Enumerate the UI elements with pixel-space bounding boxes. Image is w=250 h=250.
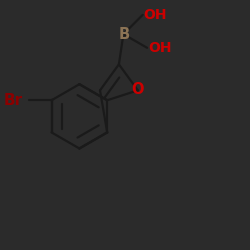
Text: OH: OH	[148, 41, 172, 55]
Text: O: O	[132, 82, 144, 96]
Text: OH: OH	[144, 8, 167, 22]
Text: B: B	[119, 27, 130, 42]
Text: Br: Br	[4, 93, 23, 108]
